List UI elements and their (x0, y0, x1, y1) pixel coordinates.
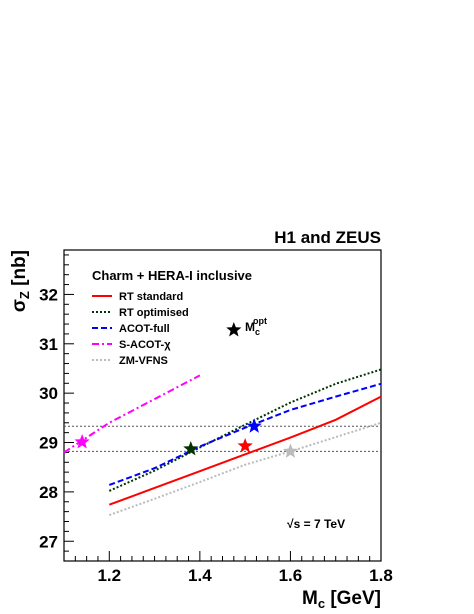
y-tick-label: 31 (39, 335, 58, 354)
energy-annotation: √s = 7 TeV (287, 517, 345, 531)
series-line-acot-full (108, 382, 382, 486)
series-line-s-acot- (63, 374, 201, 454)
y-axis-title-main: σ (9, 299, 30, 312)
y-tick-label: 32 (39, 285, 58, 304)
legend-label: ZM-VFNS (119, 355, 168, 367)
opt-marker-main: M (245, 320, 255, 334)
y-tick-label: 27 (39, 532, 58, 551)
series-line-rt-standard (108, 395, 382, 506)
x-tick-label: 1.8 (369, 566, 393, 585)
x-tick-label: 1.6 (279, 566, 303, 585)
opt-point-star-icon (237, 437, 253, 453)
legend-label: RT optimised (119, 307, 189, 319)
energy-value: s = 7 TeV (294, 517, 345, 531)
x-axis-title-unit: [GeV] (325, 588, 381, 609)
opt-marker-sup: opt (253, 316, 267, 326)
x-axis-title-main: M (302, 588, 318, 609)
reference-lines (64, 425, 381, 452)
legend-label: S-ACOT-χ (119, 339, 171, 351)
optimal-mass-markers (74, 418, 299, 458)
y-axis-title: σZ [nb] (9, 250, 32, 312)
y-axis-title-sub: Z (17, 291, 32, 299)
tick-labels: 1.2 1.4 1.6 1.8 27 28 29 30 31 32 (39, 285, 393, 585)
axis-ticks (63, 254, 382, 561)
opt-marker-legend: Mcopt (226, 316, 267, 337)
chart-header: H1 and ZEUS (274, 228, 381, 247)
opt-point-star-icon (282, 443, 299, 458)
legend-label: RT standard (119, 291, 183, 303)
x-tick-label: 1.4 (188, 566, 212, 585)
x-axis-title-sub: c (318, 596, 325, 611)
y-axis-title-unit: [nb] (9, 250, 30, 291)
y-tick-label: 29 (39, 434, 58, 453)
energy-sqrt: √ (287, 517, 294, 531)
series-layer (63, 368, 382, 517)
series-line-zm-vfns (108, 421, 382, 517)
opt-marker-sub: c (255, 327, 260, 337)
x-tick-label: 1.2 (97, 566, 121, 585)
series-line-rt-optimised (108, 368, 382, 492)
opt-point-star-icon (183, 440, 199, 456)
opt-point-star-icon (74, 434, 90, 449)
legend-title: Charm + HERA-I inclusive (92, 268, 252, 283)
legend-label: ACOT-full (119, 323, 170, 335)
legend: RT standard RT optimised ACOT-full S-ACOT-χ… (92, 291, 189, 367)
y-tick-label: 28 (39, 483, 58, 502)
opt-legend-star-icon (226, 321, 242, 337)
x-axis-title: Mc [GeV] (302, 588, 381, 611)
y-tick-label: 30 (39, 384, 58, 403)
opt-marker-label: Mcopt (245, 316, 267, 337)
opt-point-star-icon (246, 418, 262, 433)
